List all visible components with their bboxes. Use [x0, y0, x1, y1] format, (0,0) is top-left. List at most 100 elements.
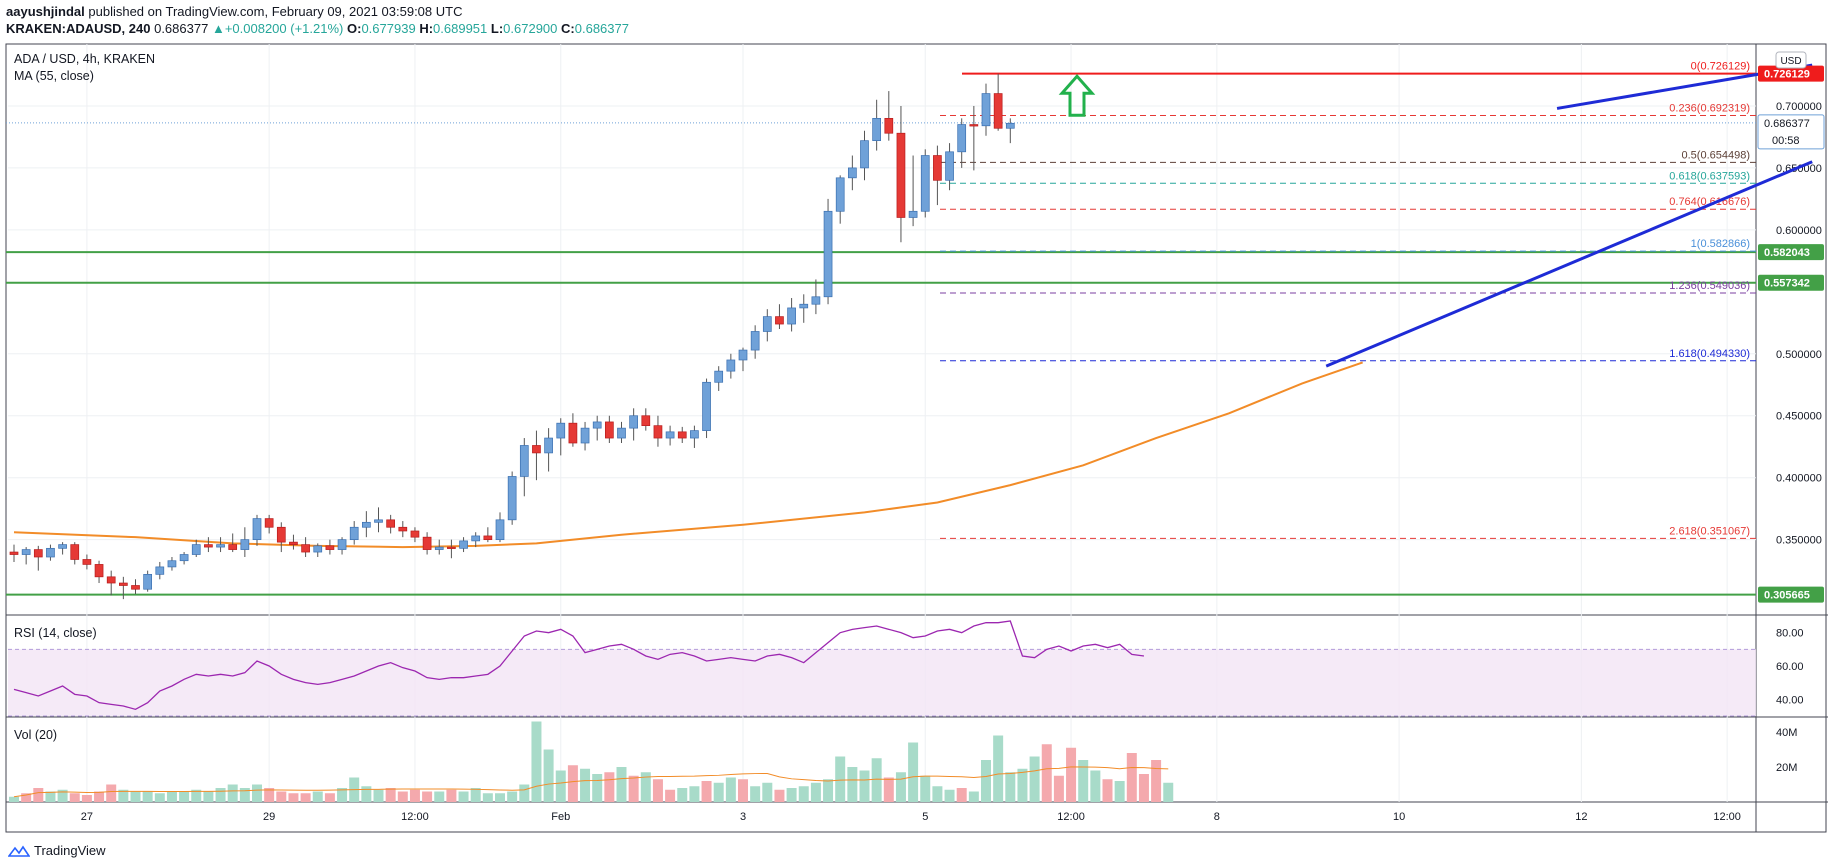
candle-body: [750, 331, 760, 351]
candle-body: [410, 530, 420, 538]
volume-bar: [701, 781, 712, 802]
volume-bar: [252, 784, 262, 802]
published-info: published on TradingView.com, February 0…: [88, 4, 463, 19]
rsi-tick-label: 60.00: [1776, 661, 1804, 673]
volume-bar: [774, 789, 785, 802]
volume-bar: [543, 749, 554, 802]
volume-bar: [130, 791, 141, 802]
fib-level-label: 1.236(0.549036): [1669, 280, 1750, 292]
candle-body: [131, 585, 140, 590]
volume-bar: [847, 767, 858, 802]
volume-bar: [227, 784, 238, 802]
candle-body: [58, 544, 67, 549]
candle-body: [714, 370, 724, 383]
tradingview-logo[interactable]: TradingView: [8, 843, 106, 858]
price-tick-label: 0.700000: [1776, 101, 1822, 113]
volume-bar: [628, 775, 639, 802]
candle-body: [216, 544, 225, 548]
volume-bar: [908, 742, 919, 802]
candle-body: [993, 93, 1003, 129]
volume-bar: [1041, 744, 1052, 802]
price-tick-label: 0.400000: [1776, 473, 1822, 485]
candle-body: [46, 547, 55, 558]
volume-bar: [264, 788, 275, 802]
author-name: aayushjindal: [6, 4, 85, 19]
candle-body: [106, 576, 116, 584]
support-price-tag: 0.582043: [1764, 247, 1810, 259]
volume-bar: [470, 788, 481, 802]
candle-body: [155, 566, 165, 575]
candle-body: [459, 540, 468, 549]
volume-bar: [567, 765, 578, 802]
candle-body: [167, 560, 177, 568]
candle-body: [677, 431, 687, 439]
candle-body: [665, 431, 675, 439]
volume-bar: [1053, 775, 1064, 802]
price-change: +0.008200 (+1.21%): [224, 21, 344, 36]
open-label: O:: [347, 21, 362, 36]
candle-body: [9, 551, 19, 555]
low-value: 0.672900: [503, 21, 558, 36]
candle-body: [289, 541, 298, 545]
candle-body: [483, 535, 493, 541]
rsi-line: [13, 620, 1145, 711]
volume-bar: [944, 789, 955, 802]
ma-legend: MA (55, close): [14, 69, 94, 83]
currency-badge: USD: [1780, 56, 1801, 67]
time-tick-label: Feb: [551, 811, 570, 823]
time-tick-label: 12:00: [401, 811, 429, 823]
candle-body: [70, 544, 80, 560]
candle-body: [775, 316, 784, 325]
candle-body: [896, 132, 906, 218]
candle-body: [908, 210, 918, 218]
volume-bar: [507, 791, 518, 802]
volume-bar: [871, 758, 882, 802]
vol-legend: Vol (20): [14, 728, 58, 742]
volume-bar: [823, 779, 834, 802]
volume-bar: [312, 791, 323, 802]
candle-body: [981, 93, 991, 127]
volume-bar: [409, 789, 420, 802]
candle-body: [434, 546, 444, 550]
volume-bar: [300, 793, 311, 802]
volume-bar: [1005, 772, 1016, 802]
candle-body: [738, 349, 748, 361]
candle-body: [471, 535, 481, 542]
candle-body: [617, 427, 626, 439]
volume-bar: [798, 786, 809, 802]
candle-body: [507, 476, 517, 521]
volume-bar: [616, 767, 627, 802]
candle-body: [398, 526, 408, 532]
volume-bar: [1126, 753, 1137, 802]
volume-bar: [142, 791, 153, 802]
fib-level-label: 0(0.726129): [1691, 61, 1750, 73]
volume-bar: [1078, 760, 1089, 802]
volume-bar: [324, 793, 335, 802]
volume-bar: [981, 760, 991, 802]
volume-bar: [458, 791, 469, 802]
price-tick-label: 0.350000: [1776, 535, 1822, 547]
support-price-tag: 0.557342: [1764, 278, 1810, 290]
fib-level-label: 0.764(0.616676): [1669, 196, 1750, 208]
volume-bar: [1090, 770, 1101, 802]
candle-body: [835, 177, 845, 212]
fib-level-label: 0.236(0.692319): [1669, 102, 1750, 114]
volume-bar: [69, 793, 80, 802]
volume-bar: [531, 721, 542, 802]
candle-body: [580, 427, 590, 444]
close-label: C:: [561, 21, 575, 36]
volume-bar: [215, 788, 226, 802]
candle-body: [252, 518, 262, 541]
time-tick-label: 12: [1575, 811, 1587, 823]
candle-body: [556, 422, 566, 439]
support-price-tag: 0.305665: [1764, 590, 1810, 602]
candle-body: [386, 519, 395, 528]
price-tick-label: 0.500000: [1776, 349, 1822, 361]
volume-bar: [1163, 782, 1174, 802]
candle-body: [204, 544, 213, 548]
candle-body: [726, 359, 736, 372]
volume-bar: [239, 788, 250, 802]
volume-ma-line: [13, 766, 1169, 798]
volume-bar: [9, 796, 19, 802]
